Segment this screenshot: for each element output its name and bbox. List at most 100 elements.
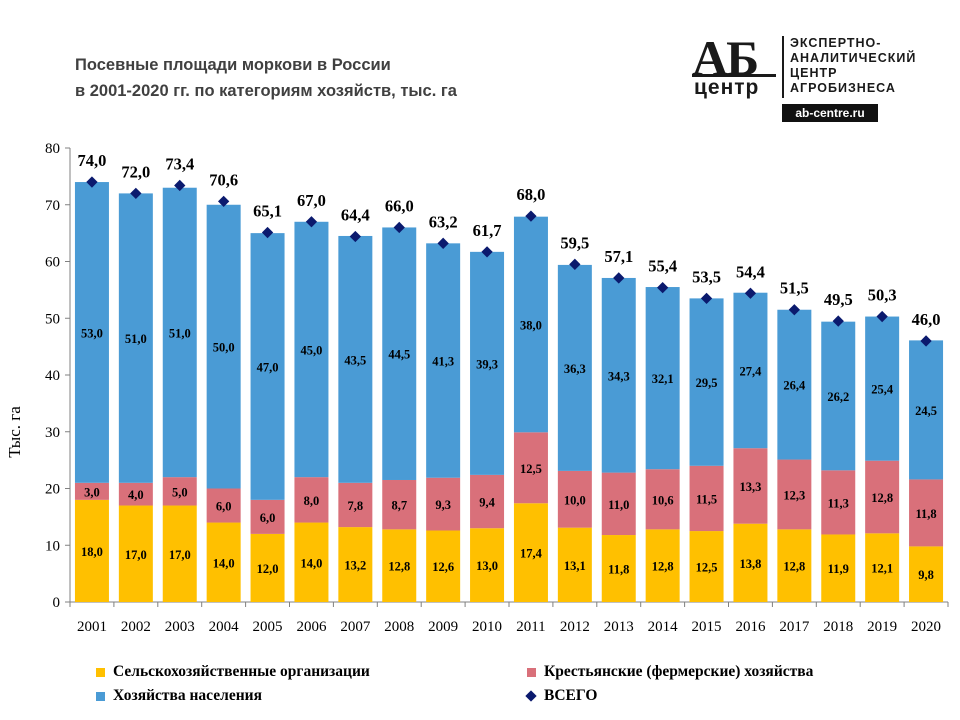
bar-data-label: 12,1 xyxy=(871,562,893,576)
bar-data-label: 12,5 xyxy=(520,462,542,476)
total-marker xyxy=(481,246,493,258)
y-tick-label: 0 xyxy=(53,595,61,611)
x-tick-label: 2004 xyxy=(209,619,240,635)
total-data-label: 57,1 xyxy=(604,247,633,266)
bar-segment xyxy=(645,469,680,530)
total-data-label: 54,4 xyxy=(736,262,765,281)
x-tick-label: 2009 xyxy=(428,619,458,635)
bar-data-label: 44,5 xyxy=(388,348,410,362)
total-data-label: 46,0 xyxy=(912,310,941,329)
bar-segment xyxy=(821,470,856,535)
bar-data-label: 36,3 xyxy=(564,362,586,376)
bar-segment xyxy=(601,535,636,602)
bar-data-label: 12,3 xyxy=(783,488,805,502)
bar-segment xyxy=(382,227,417,480)
x-tick-label: 2017 xyxy=(779,619,810,635)
x-tick-label: 2015 xyxy=(692,619,722,635)
bar-segment xyxy=(557,470,592,528)
bar-segment xyxy=(601,277,636,473)
bar-segment xyxy=(250,499,285,534)
y-tick-label: 30 xyxy=(45,425,60,441)
bar-data-label: 26,2 xyxy=(827,390,849,404)
bar-segment xyxy=(162,477,197,506)
total-marker xyxy=(744,287,757,299)
bar-segment xyxy=(513,216,548,433)
x-tick-label: 2014 xyxy=(648,619,679,635)
bar-segment xyxy=(821,534,856,602)
bar-segment xyxy=(777,529,812,602)
bar-data-label: 29,5 xyxy=(696,376,718,390)
total-data-label: 72,0 xyxy=(121,162,150,181)
bar-data-label: 14,0 xyxy=(301,556,323,570)
total-marker xyxy=(261,226,274,239)
bar-data-label: 10,0 xyxy=(564,493,586,507)
bar-data-label: 53,0 xyxy=(81,326,103,340)
total-marker xyxy=(832,315,844,327)
bar-data-label: 18,0 xyxy=(81,545,103,559)
total-marker xyxy=(525,210,537,222)
bar-segment xyxy=(470,474,505,529)
chart-title-line2: в 2001-2020 гг. по категориям хозяйств, … xyxy=(75,82,457,100)
total-data-label: 73,4 xyxy=(165,154,194,173)
bar-segment xyxy=(426,530,461,602)
bar-segment xyxy=(865,316,900,461)
bar-segment xyxy=(338,527,373,602)
bar-data-label: 14,0 xyxy=(213,556,235,570)
bar-data-label: 24,5 xyxy=(915,404,937,418)
total-data-label: 49,5 xyxy=(824,290,853,309)
total-data-label: 50,3 xyxy=(868,286,897,305)
x-tick-label: 2008 xyxy=(384,619,414,635)
bar-segment xyxy=(294,522,329,602)
bar-data-label: 3,0 xyxy=(84,485,100,499)
total-data-label: 59,5 xyxy=(560,233,589,252)
x-tick-label: 2013 xyxy=(604,619,634,635)
total-data-label: 70,6 xyxy=(209,170,238,189)
bar-data-label: 51,0 xyxy=(169,326,191,340)
y-tick-label: 20 xyxy=(45,482,60,498)
total-marker xyxy=(569,258,581,270)
bar-data-label: 12,8 xyxy=(871,491,893,505)
y-tick-label: 60 xyxy=(45,255,60,271)
total-marker xyxy=(349,230,362,243)
bar-data-label: 12,8 xyxy=(652,560,674,574)
bar-segment xyxy=(733,448,768,524)
bar-segment xyxy=(338,482,373,528)
bar-data-label: 13,1 xyxy=(564,559,586,573)
bar-data-label: 11,8 xyxy=(915,507,936,521)
bar-segment xyxy=(74,499,109,602)
logo-url: ab-centre.ru xyxy=(782,104,878,122)
bar-segment xyxy=(470,528,505,602)
bar-data-label: 6,0 xyxy=(260,511,276,525)
bar-data-label: 43,5 xyxy=(344,353,366,367)
bar-data-label: 39,3 xyxy=(476,357,498,371)
bar-data-label: 41,3 xyxy=(432,355,454,369)
bar-data-label: 8,7 xyxy=(391,499,407,513)
bar-segment xyxy=(118,193,153,483)
total-data-label: 68,0 xyxy=(517,185,546,204)
bar-segment xyxy=(557,264,592,471)
bar-data-label: 9,4 xyxy=(479,496,495,510)
bar-data-label: 13,8 xyxy=(740,557,762,571)
bar-segment xyxy=(426,477,461,531)
bar-segment xyxy=(470,251,505,475)
logo-description: ЭКСПЕРТНО- АНАЛИТИЧЕСКИЙ ЦЕНТР АГРОБИЗНЕ… xyxy=(790,36,917,95)
x-tick-label: 2010 xyxy=(472,619,502,635)
total-data-label: 66,0 xyxy=(385,196,414,215)
bar-data-label: 12,0 xyxy=(257,562,279,576)
bar-data-label: 17,0 xyxy=(169,548,191,562)
bar-segment xyxy=(777,459,812,530)
logo-underline xyxy=(692,74,776,77)
bar-data-label: 12,8 xyxy=(783,560,805,574)
total-data-label: 61,7 xyxy=(473,221,502,240)
bar-segment xyxy=(909,546,944,602)
bar-data-label: 11,9 xyxy=(828,562,849,576)
bar-data-label: 25,4 xyxy=(871,383,894,397)
bar-data-label: 27,4 xyxy=(740,364,763,378)
x-tick-label: 2002 xyxy=(121,619,151,635)
total-marker xyxy=(613,272,625,284)
total-data-label: 51,5 xyxy=(780,279,809,298)
bar-segment xyxy=(513,432,548,504)
bar-segment xyxy=(689,465,724,532)
x-tick-label: 2003 xyxy=(165,619,195,635)
